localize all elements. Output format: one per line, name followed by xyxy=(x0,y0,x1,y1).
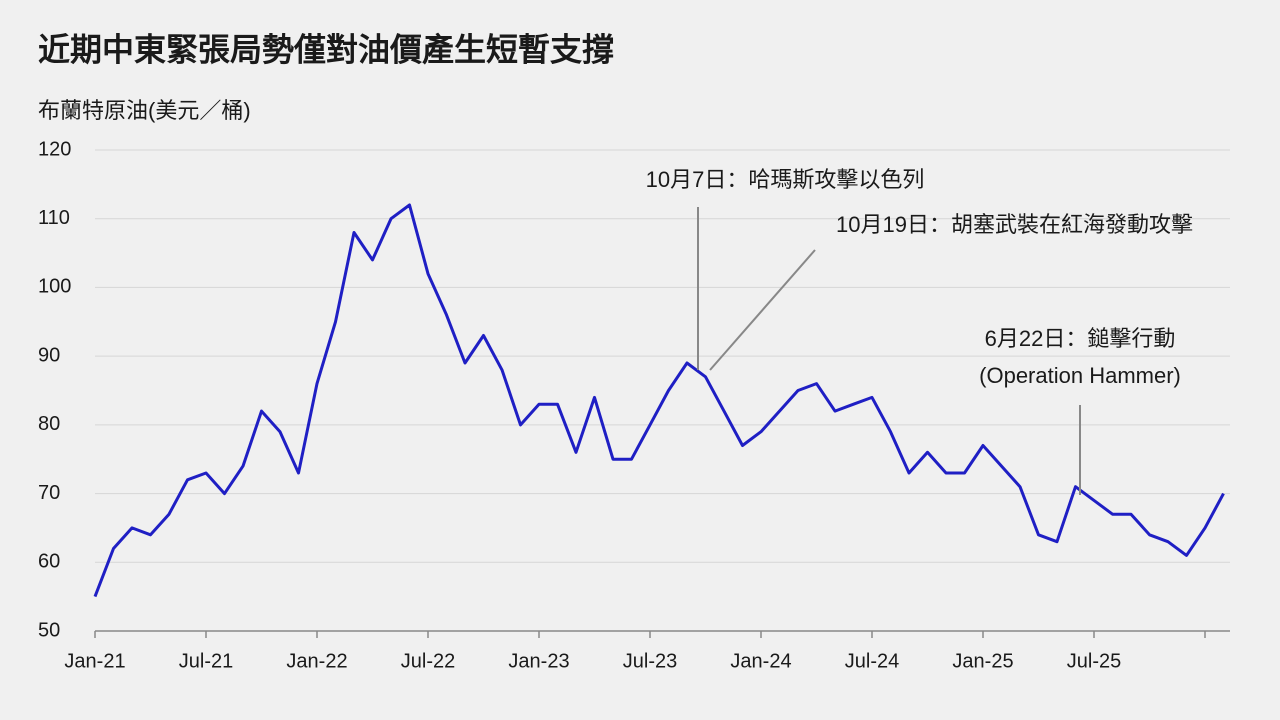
y-tick-label: 120 xyxy=(38,138,71,160)
x-tick-label: Jan-22 xyxy=(286,650,347,672)
annotation-line xyxy=(709,249,816,371)
price-line xyxy=(93,203,1225,598)
x-tick-label: Jul-24 xyxy=(845,650,899,672)
y-tick-label: 110 xyxy=(38,207,70,229)
x-tick-label: Jul-25 xyxy=(1067,650,1121,672)
y-tick-label: 70 xyxy=(38,482,60,504)
x-tick-label: Jul-23 xyxy=(623,650,677,672)
x-tick-label: Jan-24 xyxy=(730,650,791,672)
x-tick-label: Jul-21 xyxy=(179,650,233,672)
y-tick-label: 50 xyxy=(38,619,60,641)
annotation-text: 10月7日：哈瑪斯攻擊以色列 xyxy=(646,167,925,192)
annotation-text: (Operation Hammer) xyxy=(979,363,1181,388)
x-tick-label: Jan-23 xyxy=(508,650,569,672)
chart-title: 近期中東緊張局勢僅對油價產生短暫支撐 xyxy=(38,31,614,67)
y-axis-label: 布蘭特原油(美元／桶) xyxy=(38,98,251,123)
y-tick-label: 60 xyxy=(38,551,60,573)
x-tick-label: Jul-22 xyxy=(401,650,455,672)
annotation-text: 6月22日：鎚擊行動 xyxy=(985,326,1176,351)
annotation-text: 10月19日：胡塞武裝在紅海發動攻擊 xyxy=(836,212,1193,237)
x-tick-label: Jan-25 xyxy=(952,650,1013,672)
y-tick-label: 100 xyxy=(38,276,71,298)
y-tick-label: 80 xyxy=(38,413,60,435)
y-tick-label: 90 xyxy=(38,344,60,366)
x-tick-label: Jan-21 xyxy=(64,650,125,672)
